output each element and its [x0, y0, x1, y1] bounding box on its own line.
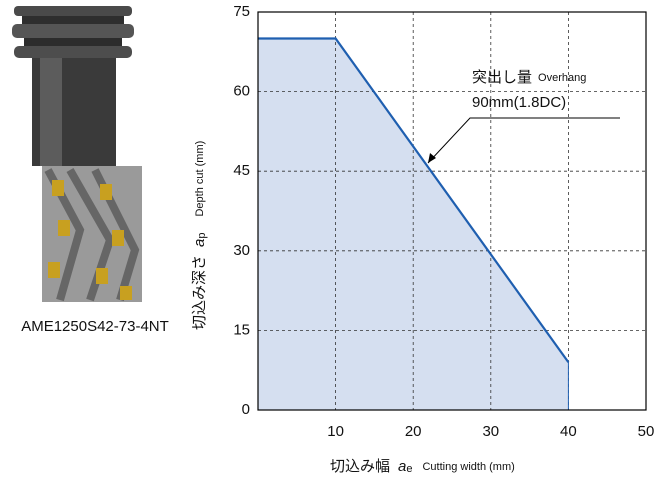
y-tick-label: 45 [233, 162, 250, 179]
x-tick-label: 40 [560, 423, 577, 440]
y-tick-label: 75 [233, 3, 250, 20]
y-tick-label: 15 [233, 321, 250, 338]
annotation: 突出し量 Overhang [472, 69, 586, 86]
x-tick-label: 20 [405, 423, 422, 440]
y-label-jp: 切込み深さ [191, 255, 208, 330]
y-tick-label: 60 [233, 83, 250, 100]
leader-arrow [428, 153, 436, 163]
page: AME1250S42-73-4NT 0 15 30 45 60 75 10 20 30 40 50 突… [0, 0, 656, 482]
x-tick-label: 50 [638, 423, 655, 440]
y-label-symbol: a [191, 239, 208, 247]
x-label-sub: e [406, 463, 412, 475]
y-axis-label: 切込み深さ ap Depth cut (mm) [191, 141, 208, 330]
annotation-value: 90mm(1.8DC) [472, 94, 566, 111]
y-label-sub: p [196, 233, 208, 239]
annotation-jp: 突出し量 [472, 69, 532, 86]
x-tick-label: 10 [327, 423, 344, 440]
x-label-symbol: a [398, 458, 406, 475]
x-tick-label: 30 [482, 423, 499, 440]
tool-image [12, 6, 142, 302]
annotation-en: Overhang [538, 72, 586, 84]
x-axis-label: 切込み幅 ae Cutting width (mm) [330, 458, 515, 475]
leader-line [428, 118, 620, 163]
y-label-en: Depth cut (mm) [194, 141, 206, 217]
y-tick-label: 0 [242, 401, 250, 418]
x-label-jp: 切込み幅 [330, 458, 390, 475]
product-label: AME1250S42-73-4NT [21, 318, 169, 335]
y-tick-label: 30 [233, 242, 250, 259]
x-label-en: Cutting width (mm) [422, 461, 514, 473]
